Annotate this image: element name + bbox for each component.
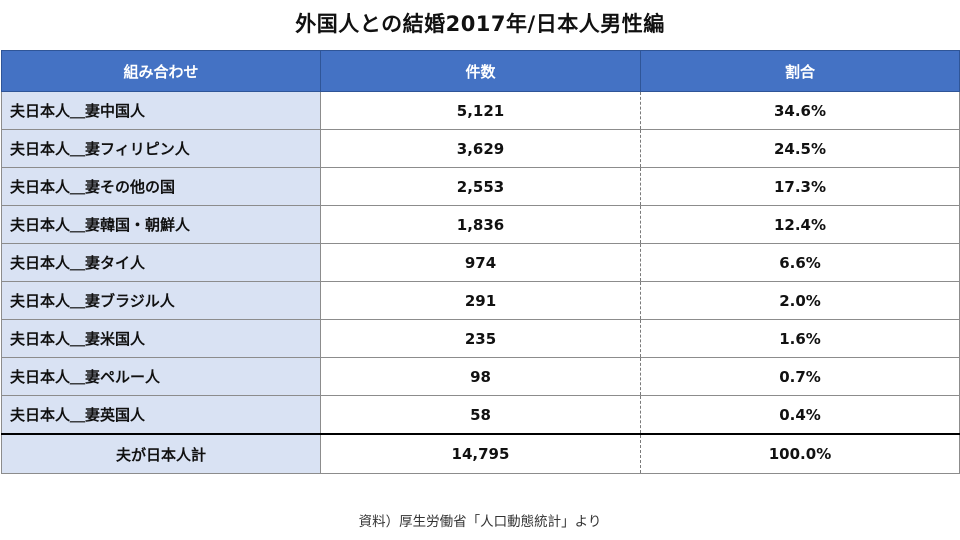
combination-cell: 夫日本人＿妻米国人: [1, 319, 321, 358]
table-row: 夫日本人＿妻ブラジル人 291 2.0%: [1, 281, 960, 320]
total-count-cell: 14,795: [320, 433, 641, 474]
share-cell: 6.6%: [640, 243, 960, 282]
combination-cell: 夫日本人＿妻タイ人: [1, 243, 321, 282]
combination-cell: 夫日本人＿妻その他の国: [1, 167, 321, 206]
table-row: 夫日本人＿妻韓国・朝鮮人 1,836 12.4%: [1, 205, 960, 244]
table-row: 夫日本人＿妻中国人 5,121 34.6%: [1, 91, 960, 130]
count-cell: 98: [320, 357, 641, 396]
total-share-cell: 100.0%: [640, 433, 960, 474]
combination-cell: 夫日本人＿妻フィリピン人: [1, 129, 321, 168]
share-cell: 1.6%: [640, 319, 960, 358]
table-header-row: 組み合わせ 件数 割合: [1, 50, 960, 92]
count-cell: 1,836: [320, 205, 641, 244]
share-cell: 17.3%: [640, 167, 960, 206]
count-cell: 235: [320, 319, 641, 358]
combination-cell: 夫日本人＿妻中国人: [1, 91, 321, 130]
share-cell: 34.6%: [640, 91, 960, 130]
count-cell: 3,629: [320, 129, 641, 168]
page-title: 外国人との結婚2017年/日本人男性編: [295, 12, 665, 36]
count-cell: 2,553: [320, 167, 641, 206]
marriage-stats-table: 組み合わせ 件数 割合 夫日本人＿妻中国人 5,121 34.6% 夫日本人＿妻…: [1, 50, 960, 474]
share-cell: 12.4%: [640, 205, 960, 244]
source-note: 資料）厚生労働省「人口動態統計」より: [358, 514, 602, 530]
share-cell: 0.4%: [640, 395, 960, 435]
table-row: 夫日本人＿妻米国人 235 1.6%: [1, 319, 960, 358]
combination-cell: 夫日本人＿妻ブラジル人: [1, 281, 321, 320]
table-row: 夫日本人＿妻フィリピン人 3,629 24.5%: [1, 129, 960, 168]
combination-cell: 夫日本人＿妻ペルー人: [1, 357, 321, 396]
column-header-share: 割合: [640, 50, 960, 92]
count-cell: 58: [320, 395, 641, 435]
table-row: 夫日本人＿妻英国人 58 0.4%: [1, 395, 960, 435]
table-row: 夫日本人＿妻その他の国 2,553 17.3%: [1, 167, 960, 206]
combination-cell: 夫日本人＿妻韓国・朝鮮人: [1, 205, 321, 244]
share-cell: 24.5%: [640, 129, 960, 168]
column-header-combination: 組み合わせ: [1, 50, 321, 92]
combination-cell: 夫日本人＿妻英国人: [1, 395, 321, 435]
table-row: 夫日本人＿妻ペルー人 98 0.7%: [1, 357, 960, 396]
share-cell: 2.0%: [640, 281, 960, 320]
count-cell: 974: [320, 243, 641, 282]
table-row: 夫日本人＿妻タイ人 974 6.6%: [1, 243, 960, 282]
total-label-cell: 夫が日本人計: [1, 433, 321, 474]
count-cell: 291: [320, 281, 641, 320]
share-cell: 0.7%: [640, 357, 960, 396]
count-cell: 5,121: [320, 91, 641, 130]
total-row: 夫が日本人計 14,795 100.0%: [1, 433, 960, 474]
column-header-count: 件数: [320, 50, 641, 92]
